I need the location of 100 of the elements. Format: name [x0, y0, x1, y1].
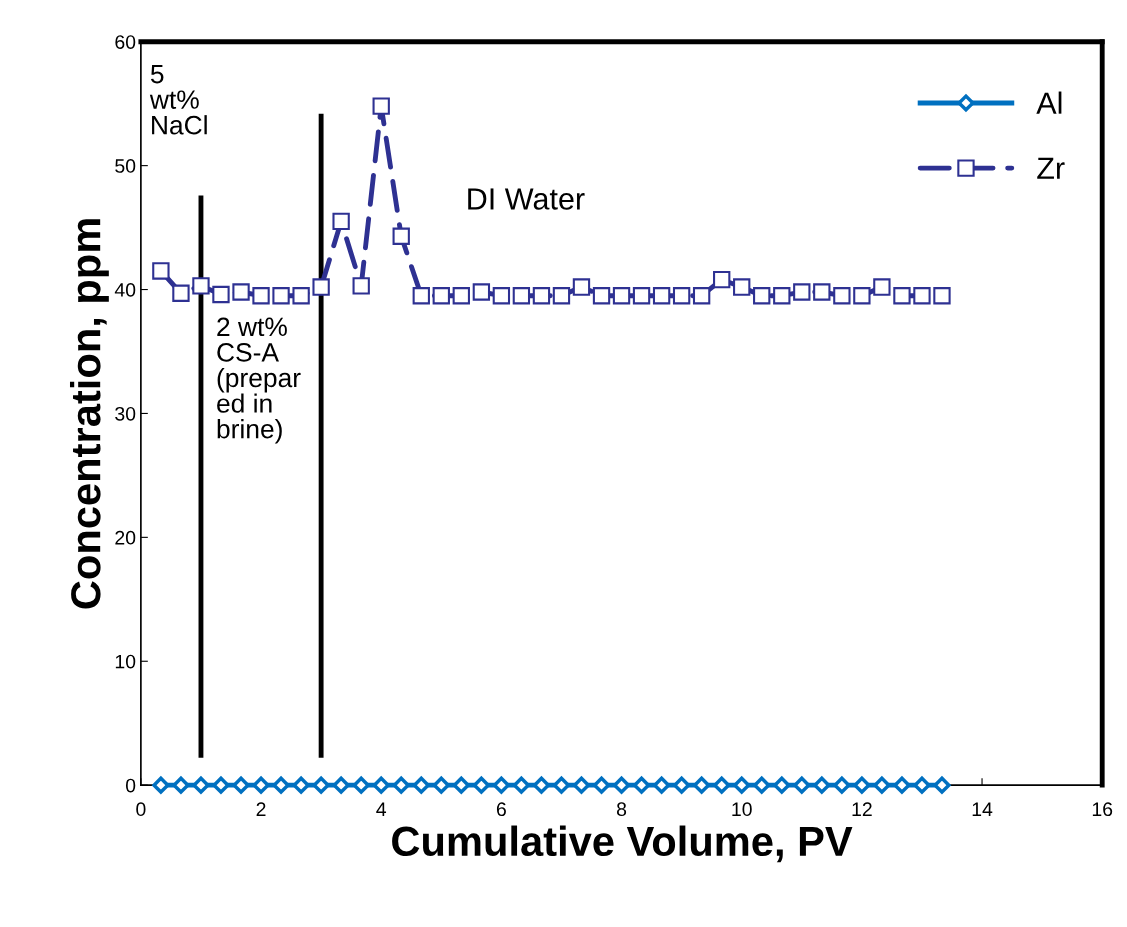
point	[412, 287, 430, 305]
point	[853, 776, 871, 794]
point	[252, 287, 270, 305]
y-tick-label: 30	[115, 406, 136, 421]
point	[292, 287, 310, 305]
point	[172, 776, 190, 794]
point	[653, 776, 671, 794]
point	[592, 776, 611, 794]
point	[833, 287, 851, 305]
point	[713, 270, 731, 289]
point	[853, 287, 871, 305]
x-tick-label: 2	[256, 802, 266, 816]
point	[312, 776, 330, 794]
x-tick-label: 6	[496, 802, 506, 817]
point	[312, 278, 330, 296]
y-tick-label: 40	[114, 283, 136, 297]
point	[693, 776, 711, 794]
point	[672, 287, 691, 305]
point	[352, 776, 370, 794]
point	[432, 287, 450, 305]
point	[833, 776, 851, 794]
x-tick-label: 10	[732, 802, 752, 817]
point	[232, 776, 250, 794]
point	[272, 776, 290, 794]
point	[192, 776, 210, 794]
point	[552, 287, 571, 305]
point	[713, 776, 731, 794]
point	[933, 776, 951, 794]
point	[212, 776, 230, 794]
point	[152, 262, 170, 280]
point	[773, 287, 791, 305]
point	[372, 776, 390, 794]
x-tick-label: 0	[136, 802, 146, 817]
y-tick-label: 0	[125, 778, 136, 793]
point	[753, 776, 771, 794]
point	[913, 776, 931, 794]
point	[272, 287, 290, 305]
point	[332, 212, 350, 231]
point	[893, 776, 911, 794]
point	[392, 227, 410, 245]
point	[753, 287, 771, 305]
point	[212, 285, 230, 304]
annotation: DI Water	[468, 188, 585, 210]
point	[532, 776, 551, 794]
point	[612, 287, 631, 305]
legend-label: Zr	[1037, 157, 1065, 179]
point	[913, 287, 931, 305]
x-tick-label: 4	[376, 802, 387, 816]
y-tick-label: 60	[115, 35, 136, 49]
point	[512, 776, 530, 794]
point	[813, 283, 831, 301]
point	[352, 277, 370, 295]
point	[152, 776, 170, 794]
point	[172, 284, 190, 302]
point	[612, 776, 631, 794]
point	[192, 277, 210, 295]
point	[292, 776, 310, 794]
point	[572, 776, 591, 794]
point	[372, 97, 390, 115]
point	[512, 287, 531, 305]
y-tick-label: 10	[115, 654, 136, 669]
point	[412, 776, 430, 794]
point	[893, 287, 911, 305]
point	[472, 776, 490, 794]
point	[933, 287, 951, 305]
point	[733, 776, 751, 794]
x-tick-label: 14	[972, 802, 993, 816]
x-tick-label: 16	[1092, 802, 1113, 817]
point	[652, 287, 671, 305]
point	[773, 776, 791, 794]
point	[452, 287, 470, 305]
point	[432, 776, 450, 794]
point	[733, 278, 751, 296]
point	[692, 287, 711, 305]
point	[632, 287, 651, 305]
point	[492, 287, 511, 305]
point	[232, 283, 250, 301]
ref-line-label: 2 wt% CS-A (prepar ed in brine)	[217, 317, 301, 444]
point	[252, 776, 270, 794]
point	[793, 776, 811, 794]
point	[873, 278, 891, 296]
point	[813, 776, 831, 794]
point	[472, 283, 491, 301]
point	[873, 776, 891, 794]
point	[632, 776, 651, 794]
point	[793, 283, 811, 301]
point	[492, 776, 510, 794]
point	[673, 776, 691, 794]
point	[392, 776, 410, 794]
point	[572, 278, 591, 296]
x-axis-title: Cumulative Volume, PV	[392, 825, 853, 863]
point	[552, 776, 571, 794]
legend-label: Al	[1036, 91, 1062, 114]
y-tick-label: 20	[115, 530, 136, 545]
x-tick-label: 12	[852, 802, 872, 816]
x-tick-label: 8	[616, 802, 627, 817]
point	[332, 776, 350, 794]
ref-line-label: 5 wt% NaCl	[149, 64, 207, 135]
point	[452, 776, 470, 794]
point	[532, 287, 551, 305]
